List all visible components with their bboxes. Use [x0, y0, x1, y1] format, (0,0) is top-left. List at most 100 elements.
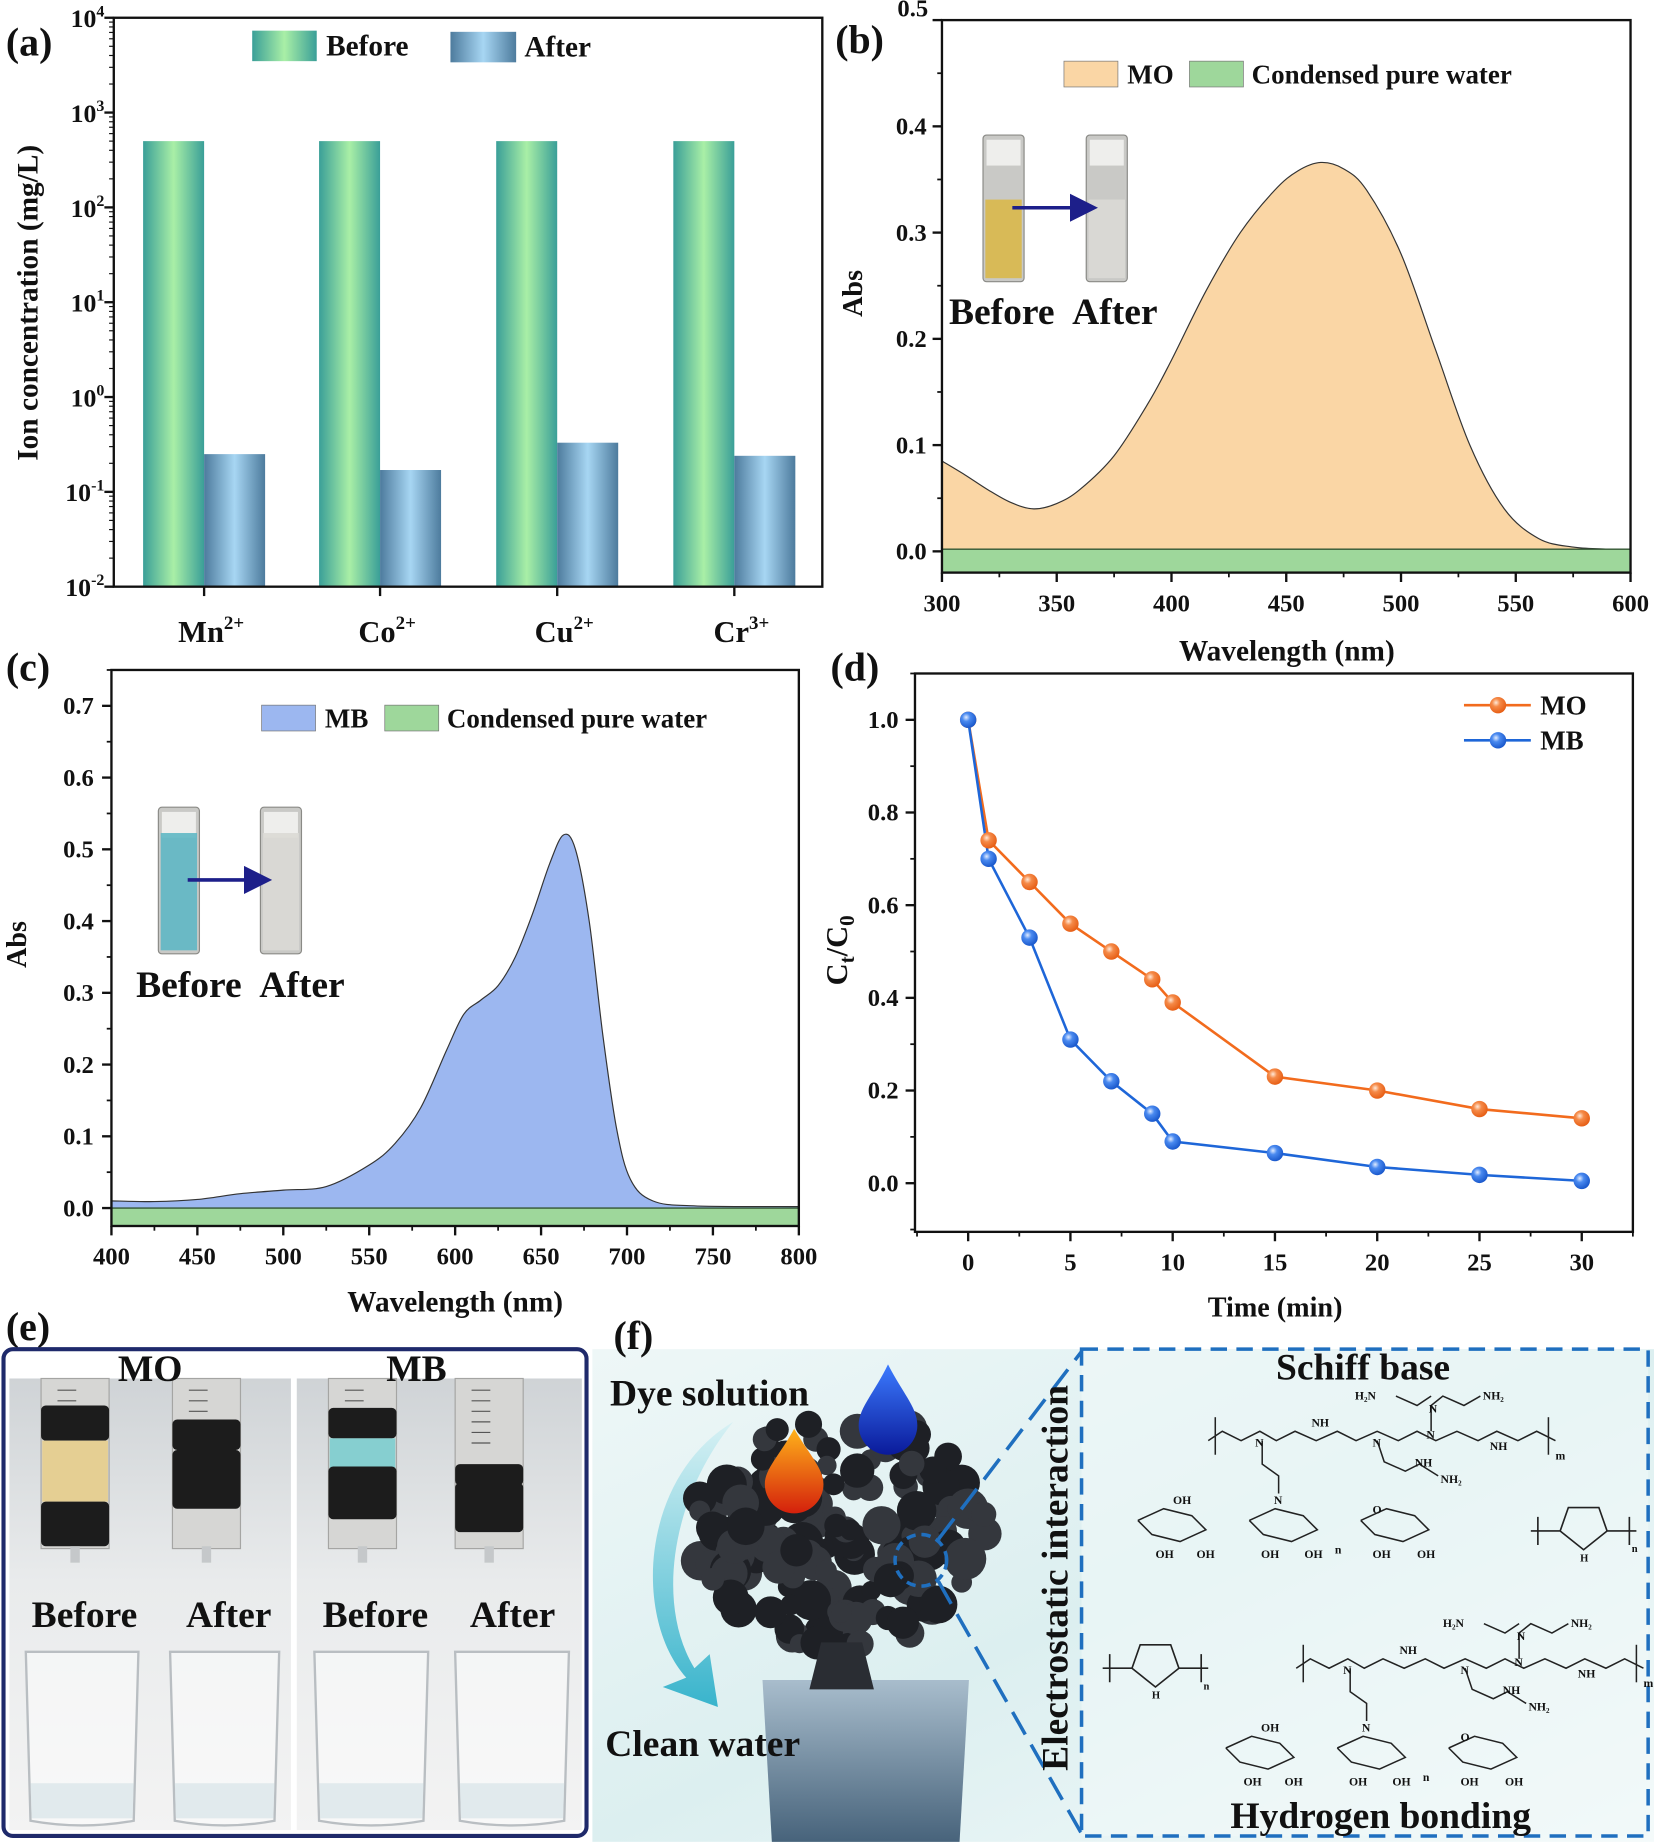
syringe-mo-after-filter-layer — [172, 1419, 241, 1451]
x-tick-label: 20 — [1365, 1250, 1390, 1277]
y-tick-label-superscript: 1 — [96, 288, 104, 305]
label-mb: MB — [386, 1349, 446, 1390]
sponge-pore — [862, 1506, 901, 1545]
point-mb — [1062, 1031, 1079, 1048]
chem-label-n: N — [1514, 1656, 1523, 1669]
syringe-mo-before-sponge — [41, 1501, 110, 1547]
y-tick-label-superscript: -2 — [91, 572, 104, 589]
sponge-pore — [971, 1501, 997, 1527]
chem-label-nh: NH — [1399, 1644, 1417, 1657]
sponge-pore — [712, 1579, 749, 1616]
x-tick-label-superscript: 3+ — [749, 613, 769, 634]
sponge-pore — [840, 1453, 875, 1488]
point-mb — [1573, 1172, 1590, 1190]
bond — [1349, 1668, 1368, 1722]
chem-label-m: m — [1643, 1677, 1653, 1690]
area-condensed-pure-water — [111, 1208, 799, 1226]
sponge-pore — [816, 1437, 841, 1462]
x-tick-label-base: Mn — [178, 615, 224, 649]
label-electrostatic-interaction: Electrostatic interaction — [1035, 1385, 1076, 1771]
legend-label-condensed-pure-water: Condensed pure water — [1252, 59, 1512, 89]
point-mo — [1164, 994, 1181, 1011]
x-axis-label: Time (min) — [1208, 1292, 1343, 1323]
x-tick-label: 650 — [523, 1244, 560, 1271]
sponge-pore — [696, 1511, 729, 1544]
legend-label-after: After — [524, 31, 591, 63]
chem-label-oh: OH — [1349, 1776, 1367, 1789]
legend-swatch-condensed-pure-water — [1189, 60, 1244, 88]
syringe-mo-after-sponge — [172, 1450, 241, 1509]
beaker-water — [459, 1783, 565, 1819]
y-tick-label: 0.0 — [63, 1195, 94, 1222]
bar-before-co — [319, 141, 381, 587]
y-tick-label: 0.2 — [868, 1078, 899, 1105]
chem-label-n: n — [1632, 1544, 1638, 1555]
y-label-sub-t: t — [835, 956, 859, 963]
bond — [1518, 1622, 1569, 1659]
chem-label-h2n: H₂N — [1443, 1617, 1465, 1630]
legend-marker-mo — [1489, 696, 1507, 714]
beaker — [24, 1650, 140, 1827]
chem-label-n: N — [1460, 1664, 1469, 1677]
legend-swatch-before — [252, 30, 317, 62]
y-axis-label: Ion concentration (mg/L) — [13, 145, 45, 461]
point-mb — [1144, 1105, 1161, 1122]
panel-e-frame — [1, 1347, 589, 1839]
inset-label-before: Before — [949, 292, 1055, 333]
sponge-pore — [919, 1585, 958, 1624]
point-mo — [1144, 971, 1161, 988]
syringe-mo-before-dye — [42, 1440, 108, 1502]
bar-after-mn — [204, 454, 266, 587]
chem-label-m: m — [1555, 1449, 1565, 1462]
chem-label-oh: OH — [1304, 1548, 1322, 1561]
x-tick-label: 800 — [780, 1244, 817, 1271]
inset-label-before: Before — [136, 965, 242, 1006]
legend-swatch-mo — [1063, 60, 1119, 88]
syringe-mb-before-sponge — [328, 1466, 397, 1520]
y-tick-label: 1.0 — [868, 707, 899, 734]
x-tick-label: 10 — [1160, 1250, 1185, 1277]
x-tick-label-superscript: 2+ — [396, 613, 416, 634]
beaker-water — [174, 1783, 275, 1819]
chem-label-oh: OH — [1243, 1776, 1261, 1789]
bar-after-cr — [734, 455, 796, 587]
chem-label-nh: NH — [1490, 1440, 1508, 1453]
panel-label-c: (c) — [6, 645, 50, 690]
chem-label-nh: NH — [1578, 1668, 1596, 1681]
chem-label-oh: OH — [1261, 1722, 1279, 1735]
chem-label-n: N — [1274, 1494, 1283, 1507]
point-mo — [1471, 1100, 1488, 1118]
caption-after: After — [470, 1595, 555, 1636]
inset-label-after: After — [259, 965, 344, 1006]
x-tick-label: 400 — [1153, 590, 1190, 617]
y-tick-label: 10-2 — [65, 572, 104, 602]
panel-e-photos: (e) MO MB Before After Before After — [1, 1304, 589, 1839]
line-mb — [111, 833, 799, 1208]
sponge-pore — [790, 1580, 831, 1621]
legend-label-mo: MO — [1540, 691, 1586, 721]
beaker — [453, 1650, 571, 1827]
chem-label-n: N — [1517, 1630, 1526, 1643]
beaker — [168, 1650, 281, 1827]
y-tick-label: 103 — [71, 98, 105, 128]
panel-label-a: (a) — [6, 19, 52, 64]
chem-label-n: N — [1362, 1722, 1371, 1735]
y-tick-label: 10-1 — [65, 477, 104, 507]
y-tick-label: 0.2 — [896, 326, 927, 353]
point-mb — [980, 850, 997, 868]
chem-label-sub_n: n — [1335, 1543, 1342, 1556]
x-axis-label: Wavelength (nm) — [347, 1287, 563, 1319]
sponge-pore — [780, 1534, 813, 1567]
orange-drop-icon — [764, 1428, 824, 1514]
y-tick-label-superscript: 0 — [96, 383, 104, 400]
x-tick-label: Co2+ — [358, 613, 415, 649]
point-mo — [1369, 1082, 1386, 1099]
syringe-mo-before-tip — [70, 1546, 80, 1563]
chem-label-nh2: NH₂ — [1441, 1473, 1463, 1486]
y-tick-label-base: 10 — [65, 478, 91, 507]
sponge-stem — [809, 1642, 874, 1690]
chem-label-o: O — [1460, 1731, 1469, 1744]
